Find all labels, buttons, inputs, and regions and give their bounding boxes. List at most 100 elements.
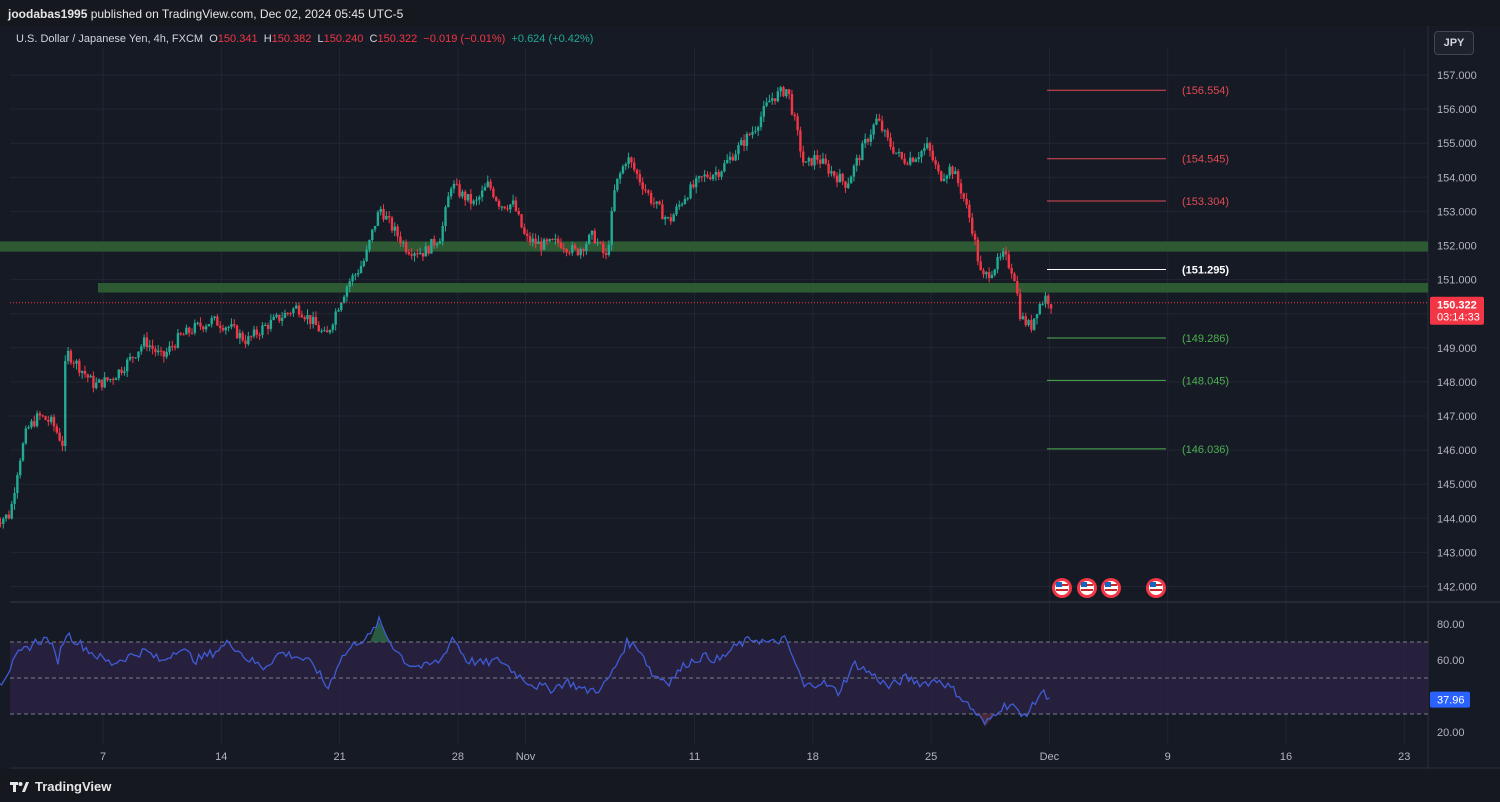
candle-body	[80, 371, 84, 373]
candle-body	[999, 256, 1002, 258]
candle-body	[185, 327, 188, 335]
candle-body	[216, 316, 219, 326]
candle-body	[954, 171, 957, 175]
candle-body	[193, 323, 197, 333]
candle-body	[75, 360, 78, 364]
candle-body	[607, 244, 611, 256]
price-tick-label: 143.000	[1437, 547, 1477, 559]
time-tick-label: 21	[333, 751, 345, 763]
candle-body	[728, 156, 732, 160]
candle-body	[511, 200, 515, 205]
rsi-tick-label: 80.00	[1437, 619, 1465, 631]
candle-body	[709, 177, 712, 180]
candle-body	[813, 155, 816, 166]
candle-body	[410, 254, 413, 256]
candle-body	[1002, 251, 1005, 257]
candle-body	[182, 334, 185, 336]
price-tick-label: 156.000	[1437, 104, 1477, 116]
candle-body	[756, 127, 760, 131]
candle-body	[297, 305, 301, 315]
symbol-name[interactable]: U.S. Dollar / Japanese Yen, 4h, FXCM	[16, 33, 204, 45]
candle-body	[137, 351, 140, 358]
low-value: 150.240	[323, 33, 364, 45]
candle-body	[861, 143, 864, 161]
candle-body	[128, 356, 132, 360]
candle-body	[461, 191, 464, 197]
candle-body	[255, 329, 258, 335]
candle-body	[568, 252, 571, 254]
candle-body	[534, 238, 537, 245]
candle-body	[323, 330, 326, 332]
price-tick-label: 157.000	[1437, 70, 1477, 82]
price-tick-label: 149.000	[1437, 343, 1477, 355]
time-axis: 7 14 21 28 Nov 11 18 25 Dec 9 16 23	[100, 751, 1410, 763]
candle-body	[751, 131, 754, 135]
candle-body	[528, 235, 532, 243]
time-tick-label: 28	[452, 751, 464, 763]
candle-body	[393, 226, 397, 231]
candle-body	[923, 148, 926, 152]
candle-body	[996, 257, 999, 270]
candle-body	[909, 157, 912, 165]
candle-body	[771, 98, 774, 101]
candle-body	[55, 426, 59, 433]
candle-body	[830, 171, 833, 174]
candle-body	[351, 275, 354, 282]
time-tick-label: 14	[215, 751, 227, 763]
candle-body	[971, 217, 974, 234]
candle-body	[931, 150, 934, 161]
candle-body	[824, 158, 827, 164]
candle-body	[680, 203, 684, 205]
candle-body	[678, 204, 681, 207]
publisher-text: joodabas1995 published on TradingView.co…	[8, 7, 403, 21]
publisher-bar: joodabas1995 published on TradingView.co…	[0, 0, 1500, 26]
rsi-line	[0, 614, 1050, 726]
level-label: (154.545)	[1182, 154, 1229, 166]
candle-body	[241, 332, 244, 341]
candle-body	[235, 325, 239, 339]
candle-body	[1044, 295, 1047, 304]
time-tick-label: Nov	[516, 751, 536, 763]
price-tick-label: 144.000	[1437, 513, 1477, 525]
candle-body	[492, 188, 495, 198]
tradingview-brand[interactable]: TradingView	[10, 779, 111, 794]
candle-body	[875, 118, 878, 125]
candle-body	[331, 324, 335, 331]
candle-body	[523, 227, 526, 234]
price-tick-label: 146.000	[1437, 445, 1477, 457]
candle-body	[1021, 316, 1025, 320]
candle-body	[359, 265, 363, 273]
flag-stripe	[1081, 589, 1093, 591]
candle-body	[475, 199, 478, 201]
candle-body	[328, 330, 332, 333]
candle-body	[472, 200, 475, 204]
high-value: 150.382	[271, 33, 312, 45]
candle-body	[889, 137, 892, 147]
candle-body	[863, 138, 867, 144]
currency-button[interactable]: JPY	[1434, 31, 1474, 55]
candle-body	[827, 163, 830, 174]
level-label: (151.295)	[1182, 265, 1229, 277]
candle-body	[368, 240, 371, 250]
candle-body	[438, 241, 442, 244]
publisher-user[interactable]: joodabas1995	[8, 7, 88, 21]
brand-name: TradingView	[35, 779, 112, 794]
price-chart[interactable]: (156.554) (154.545) (153.304) (151.295) (149…	[0, 26, 1500, 769]
chart-area[interactable]: (156.554) (154.545) (153.304) (151.295) (149…	[0, 26, 1500, 769]
candle-body	[973, 233, 977, 240]
flag-canton	[1056, 582, 1062, 587]
candle-body	[937, 164, 940, 172]
candle-body	[503, 206, 506, 209]
rsi-value-label: 37.96	[1437, 695, 1465, 707]
candle-body	[280, 317, 284, 321]
candle-body	[779, 87, 782, 92]
candle-body	[131, 356, 135, 358]
candle-body	[97, 379, 101, 383]
candle-body	[24, 428, 28, 444]
candle-body	[221, 327, 225, 331]
level-label: (146.036)	[1182, 444, 1229, 456]
candle-body	[399, 236, 402, 244]
candle-body	[289, 313, 292, 315]
candle-body	[356, 272, 360, 275]
change-value: −0.019 (−0.01%)	[423, 33, 506, 45]
